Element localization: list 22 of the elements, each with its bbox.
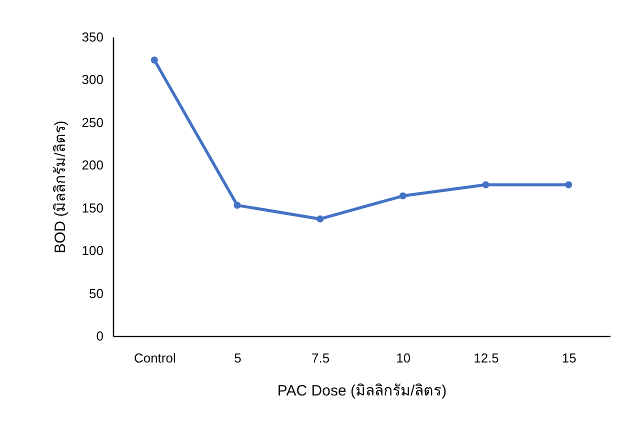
- point: [482, 181, 490, 188]
- point: [150, 56, 158, 64]
- point: [565, 181, 572, 188]
- x-tick-label: 12.5: [474, 350, 499, 366]
- x-axis-title: PAC Dose (มิลลิกรัม/ลิตร): [277, 382, 447, 400]
- y-tick-label: 100: [82, 243, 104, 258]
- y-tick-label: 350: [82, 30, 104, 44]
- point: [234, 202, 241, 209]
- y-axis-title: BOD (มิลลิกรัม/ลิตร): [52, 120, 69, 254]
- y-tick-label: 150: [82, 200, 104, 216]
- y-tick-label: 0: [96, 328, 104, 344]
- x-tick-label: 10: [396, 350, 411, 366]
- x-tick-label: Control: [134, 350, 176, 366]
- x-tick-label: 7.5: [312, 350, 330, 366]
- y-tick-label: 250: [82, 114, 104, 130]
- y-tick-label: 200: [82, 158, 104, 173]
- x-tick-label: 15: [562, 350, 576, 366]
- point: [399, 192, 406, 200]
- y-tick-label: 300: [82, 72, 104, 88]
- point: [316, 215, 324, 222]
- y-tick-label: 50: [89, 286, 104, 301]
- x-tick-label: 5: [234, 350, 242, 366]
